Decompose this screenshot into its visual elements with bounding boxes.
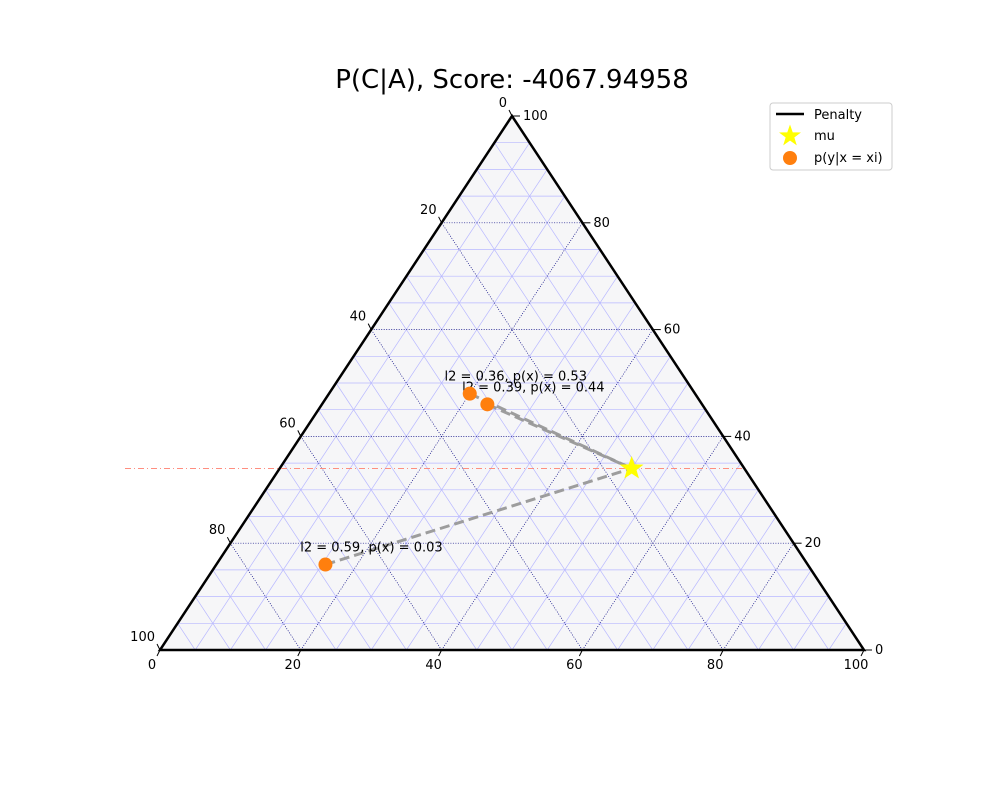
right-tick-label: 80 xyxy=(593,216,610,231)
legend: Penalty mu p(y|x = xi) xyxy=(769,102,893,171)
fine-grid-line xyxy=(282,462,407,651)
fine-grid-line xyxy=(247,516,337,651)
left-tick-label: 80 xyxy=(209,523,226,538)
legend-label-mu: mu xyxy=(814,129,835,144)
fine-grid-line xyxy=(194,596,231,651)
data-point xyxy=(480,397,495,412)
bottom-tick xyxy=(719,649,724,657)
legend-star-icon xyxy=(779,124,801,146)
bottom-tick xyxy=(578,649,583,657)
left-tick xyxy=(508,109,513,117)
fine-grid-line xyxy=(423,249,689,651)
left-tick-label: 40 xyxy=(350,310,367,325)
left-tick-label: 60 xyxy=(279,416,296,431)
fine-grid-line xyxy=(318,409,478,651)
plot-area: 0 0 0 20 20 20 40 40 40 60 60 60 80 80 80 100 100 100 l2 =… xyxy=(125,96,883,673)
fine-grid-line xyxy=(265,195,566,651)
penalty-connector xyxy=(324,467,633,566)
fine-grid-line xyxy=(212,569,266,651)
bottom-tick-label: 0 xyxy=(148,658,156,673)
major-grid xyxy=(230,222,794,651)
legend-label-points: p(y|x = xi) xyxy=(814,151,883,166)
fine-grid-line xyxy=(546,409,706,651)
legend-label-penalty: Penalty xyxy=(814,108,862,123)
major-grid-line xyxy=(582,436,724,651)
data-point xyxy=(462,386,477,401)
bottom-tick-label: 40 xyxy=(425,658,442,673)
bottom-tick xyxy=(438,649,443,657)
connectors xyxy=(324,392,633,566)
fine-grid-line xyxy=(335,249,601,651)
bottom-tick-label: 60 xyxy=(566,658,583,673)
left-tick-label: 20 xyxy=(420,203,437,218)
triangle-boundary xyxy=(157,113,867,652)
legend-box xyxy=(769,102,893,171)
left-tick xyxy=(156,643,161,651)
fine-grid-line xyxy=(828,623,847,651)
fine-grid-line xyxy=(687,516,777,651)
right-tick-label: 20 xyxy=(805,536,822,551)
bottom-tick-label: 100 xyxy=(844,658,869,673)
fine-grid-line xyxy=(652,489,759,651)
fine-grid-line xyxy=(406,302,636,651)
fine-grid-line xyxy=(194,142,530,651)
right-tick-label: 0 xyxy=(875,643,883,658)
right-tick-label: 60 xyxy=(664,323,681,338)
left-tick xyxy=(438,216,443,224)
fine-grid-line xyxy=(793,596,830,651)
fine-grid-line xyxy=(177,623,196,651)
fine-grid-line xyxy=(617,462,742,651)
right-tick-label: 40 xyxy=(734,429,751,444)
left-tick xyxy=(367,323,372,330)
bottom-tick-label: 20 xyxy=(285,658,302,673)
left-tick xyxy=(297,430,302,437)
fine-grid-line xyxy=(353,356,548,651)
fine-grid-line xyxy=(458,195,759,651)
data-point-annotation: l2 = 0.36, p(x) = 0.53 xyxy=(445,370,587,385)
fine-grid-line xyxy=(494,142,830,651)
left-tick-label: 0 xyxy=(499,96,507,111)
right-tick-label: 100 xyxy=(523,109,548,124)
data-point-annotation: l2 = 0.59, p(x) = 0.03 xyxy=(300,541,442,556)
fine-grid xyxy=(177,142,847,651)
axis-ticks: 0 0 0 20 20 20 40 40 40 60 60 60 80 80 80 100 100 100 xyxy=(130,96,883,673)
data-point xyxy=(318,557,333,572)
major-grid-line xyxy=(300,436,442,651)
data-point-annotation: l2 = 0.39, p(x) = 0.44 xyxy=(462,380,604,395)
left-tick-label: 100 xyxy=(130,630,155,645)
fine-grid-line xyxy=(265,489,372,651)
bottom-tick xyxy=(297,649,302,657)
legend-circle-icon xyxy=(783,151,797,165)
bottom-tick xyxy=(156,649,161,657)
fine-grid-line xyxy=(511,382,689,651)
bottom-tick-label: 80 xyxy=(707,658,724,673)
fine-grid-line xyxy=(388,302,618,651)
left-tick xyxy=(226,536,231,544)
mu-star-marker xyxy=(619,455,644,479)
bottom-tick xyxy=(860,649,865,657)
fine-grid-line xyxy=(476,356,671,651)
chart-title: P(C|A), Score: -4067.94958 xyxy=(335,65,689,95)
fine-grid-line xyxy=(335,382,513,651)
fine-grid-line xyxy=(758,569,812,651)
